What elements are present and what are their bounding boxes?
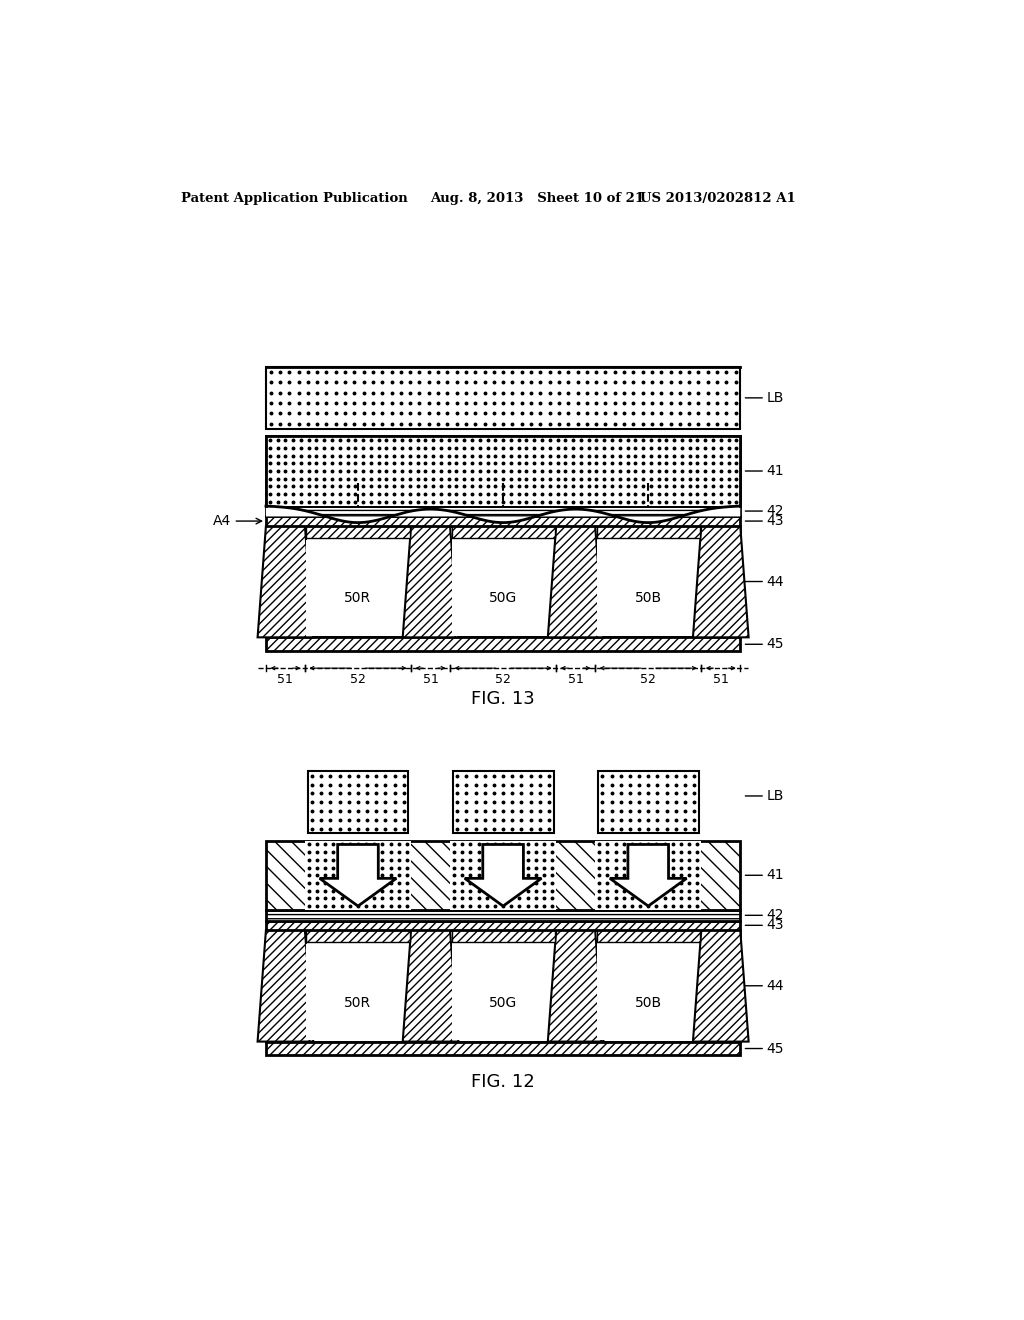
Bar <box>597 540 699 636</box>
Text: 51: 51 <box>713 673 729 686</box>
Text: FIG. 12: FIG. 12 <box>471 1073 535 1092</box>
Text: 51: 51 <box>567 673 584 686</box>
Bar <box>266 367 740 429</box>
Bar <box>306 525 410 539</box>
Bar <box>266 909 740 921</box>
Bar <box>307 771 409 833</box>
Polygon shape <box>402 929 459 1041</box>
Text: 50B: 50B <box>635 995 662 1010</box>
Bar <box>266 525 740 638</box>
Polygon shape <box>693 525 749 638</box>
Text: 43: 43 <box>767 513 784 528</box>
Text: 44: 44 <box>767 978 784 993</box>
Text: FIG. 13: FIG. 13 <box>471 690 535 708</box>
Bar <box>306 540 410 636</box>
Bar <box>595 841 701 909</box>
Polygon shape <box>610 845 686 906</box>
Bar <box>452 929 555 942</box>
Polygon shape <box>319 845 396 906</box>
Text: 42: 42 <box>767 908 784 923</box>
Bar <box>266 516 740 525</box>
Bar <box>305 841 411 909</box>
Polygon shape <box>693 929 749 1041</box>
Bar <box>306 929 410 942</box>
Bar <box>450 841 556 909</box>
Text: 44: 44 <box>767 574 784 589</box>
Text: 42: 42 <box>767 504 784 517</box>
Bar <box>306 944 410 1040</box>
Text: A4: A4 <box>213 513 231 528</box>
Text: 50G: 50G <box>489 995 517 1010</box>
Text: LB: LB <box>767 789 784 803</box>
Polygon shape <box>266 506 740 523</box>
Text: 43: 43 <box>767 919 784 932</box>
Polygon shape <box>465 845 542 906</box>
Bar <box>597 944 699 1040</box>
Text: Aug. 8, 2013   Sheet 10 of 21: Aug. 8, 2013 Sheet 10 of 21 <box>430 191 644 205</box>
Text: 50G: 50G <box>489 591 517 606</box>
Text: 52: 52 <box>640 673 656 686</box>
Bar <box>266 437 740 506</box>
Text: 50B: 50B <box>635 591 662 606</box>
Polygon shape <box>258 929 313 1041</box>
Bar <box>266 841 740 909</box>
Text: 45: 45 <box>767 638 784 651</box>
Text: 50R: 50R <box>344 591 372 606</box>
Bar <box>266 506 740 516</box>
Bar <box>452 944 555 1040</box>
Text: 45: 45 <box>767 1041 784 1056</box>
Bar <box>453 771 554 833</box>
Bar <box>452 525 555 539</box>
Bar <box>266 638 740 651</box>
Text: 41: 41 <box>767 869 784 882</box>
Bar <box>266 437 740 506</box>
Text: 52: 52 <box>496 673 511 686</box>
Text: LB: LB <box>767 391 784 405</box>
Text: 51: 51 <box>278 673 293 686</box>
Text: 51: 51 <box>423 673 438 686</box>
Bar <box>266 921 740 929</box>
Text: Patent Application Publication: Patent Application Publication <box>180 191 408 205</box>
Polygon shape <box>548 525 603 638</box>
Bar <box>597 929 699 942</box>
Bar <box>598 771 698 833</box>
Text: 52: 52 <box>350 673 366 686</box>
Polygon shape <box>548 929 603 1041</box>
Bar <box>266 929 740 1041</box>
Text: US 2013/0202812 A1: US 2013/0202812 A1 <box>640 191 796 205</box>
Bar <box>597 525 699 539</box>
Bar <box>266 1041 740 1056</box>
Polygon shape <box>402 525 459 638</box>
Text: 50R: 50R <box>344 995 372 1010</box>
Text: 41: 41 <box>767 465 784 478</box>
Bar <box>452 540 555 636</box>
Polygon shape <box>258 525 313 638</box>
